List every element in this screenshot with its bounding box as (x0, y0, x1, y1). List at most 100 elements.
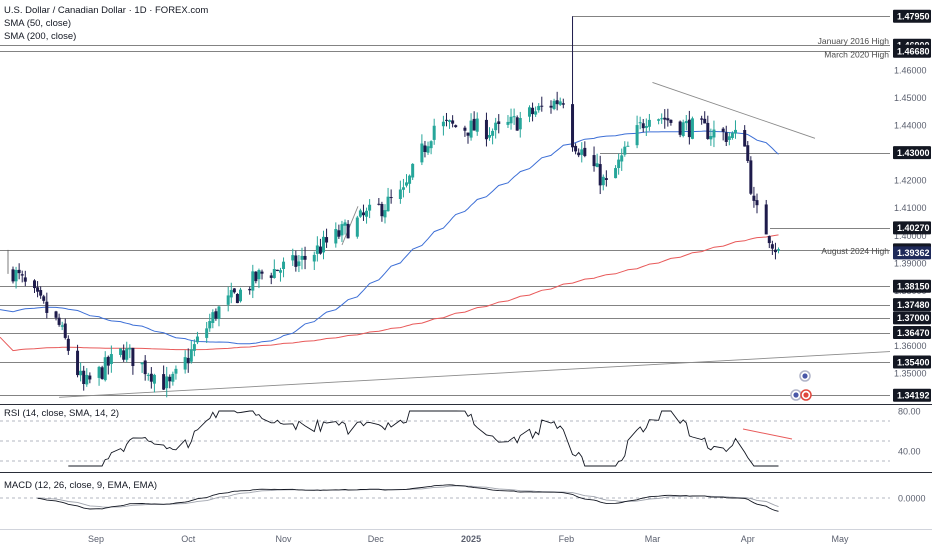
candle-down (687, 119, 691, 138)
candle-down (752, 195, 756, 201)
candle-down (423, 145, 427, 152)
candle-up (226, 295, 230, 305)
time-tick-label: Oct (181, 534, 196, 544)
candle-down (444, 119, 448, 121)
candle-down (678, 121, 682, 135)
candle-down (63, 323, 67, 338)
candle-up (208, 321, 212, 329)
candle-up (229, 290, 233, 298)
candle-down (746, 145, 750, 161)
candle-down (767, 236, 771, 244)
candle-up (595, 163, 599, 167)
candle-up (488, 134, 492, 138)
candle-down (598, 164, 602, 186)
event-flag-icon (793, 392, 799, 398)
price-tick-label: 1.46000 (894, 66, 927, 76)
candle-down (100, 367, 104, 379)
price-tick-label: 1.41000 (894, 203, 927, 213)
candle-down (583, 147, 587, 157)
candle-up (491, 130, 495, 136)
candle-down (641, 123, 645, 129)
level-annotation: August 2024 High (821, 246, 889, 256)
candle-down (275, 269, 279, 272)
candle-down (106, 356, 110, 366)
candle-down (36, 287, 40, 292)
rsi-legend[interactable]: RSI (14, close, SMA, 14, 2) (4, 408, 120, 419)
sma50-line (0, 130, 779, 345)
candle-up (97, 366, 101, 378)
candle-down (669, 119, 673, 123)
candle-up (494, 122, 498, 131)
candle-up (85, 374, 89, 385)
candle-down (42, 296, 46, 301)
candle-up (657, 119, 661, 121)
candle-up (552, 100, 556, 110)
price-level-tag: 1.38150 (897, 282, 930, 292)
price-level-tag: 1.37000 (897, 313, 930, 323)
candle-up (119, 348, 123, 355)
macd-legend[interactable]: MACD (12, 26, close, 9, EMA, EMA) (4, 480, 158, 491)
candle-up (322, 236, 326, 253)
price-tick-label: 1.45000 (894, 93, 927, 103)
candle-up (506, 121, 510, 125)
candle-down (346, 223, 350, 239)
candle-up (343, 222, 347, 226)
time-tick-label: Feb (559, 534, 575, 544)
candle-down (724, 132, 728, 142)
price-tick-label: 1.42000 (894, 176, 927, 186)
price-level-tag: 1.37480 (897, 300, 930, 310)
candle-up (620, 155, 624, 162)
event-flag-icon (802, 373, 808, 379)
candle-up (300, 255, 304, 260)
candle-up (537, 105, 541, 111)
candle-up (534, 111, 538, 115)
candle-down (303, 255, 307, 260)
time-tick-label: Mar (645, 534, 661, 544)
candle-up (580, 149, 584, 155)
candle-down (377, 203, 381, 205)
candle-down (186, 357, 190, 364)
candle-down (45, 301, 49, 313)
candle-up (730, 132, 734, 138)
candle-up (626, 145, 630, 147)
candle-up (709, 136, 713, 140)
candle-up (251, 271, 255, 291)
candle-down (23, 277, 27, 282)
price-level-tag: 1.47950 (897, 12, 930, 22)
candle-up (690, 118, 694, 139)
price-level-tag: 1.34192 (897, 391, 930, 401)
candle-up (282, 261, 286, 270)
candle-up (405, 182, 409, 186)
candle-up (297, 261, 301, 266)
time-tick-label: Apr (741, 534, 755, 544)
price-tick-label: 1.36000 (894, 341, 927, 351)
candle-up (60, 325, 64, 327)
price-tick-label: 1.40000 (894, 231, 927, 241)
rsi-tick-label: 80.00 (898, 407, 921, 417)
candle-down (389, 197, 393, 199)
candle-up (291, 255, 295, 261)
falling-trendline (652, 81, 816, 139)
candle-down (17, 269, 21, 274)
candle-up (432, 125, 436, 140)
time-tick-label: Dec (368, 534, 385, 544)
time-tick-label: Sep (88, 534, 104, 544)
candle-down (497, 121, 501, 124)
candle-down (549, 105, 553, 108)
candle-up (340, 224, 344, 236)
sma50-legend[interactable]: SMA (50, close) (4, 18, 72, 29)
time-tick-label: 2025 (461, 534, 481, 544)
candle-up (401, 187, 405, 190)
candle-down (454, 125, 458, 128)
candle-up (165, 376, 169, 389)
price-level-tag-bg (893, 388, 931, 402)
candle-down (604, 178, 608, 180)
candle-down (451, 120, 455, 124)
time-tick-label: May (831, 534, 849, 544)
candle-up (429, 141, 433, 149)
sma200-legend[interactable]: SMA (200, close) (4, 31, 77, 42)
candle-down (555, 100, 559, 105)
candle-down (54, 311, 58, 318)
